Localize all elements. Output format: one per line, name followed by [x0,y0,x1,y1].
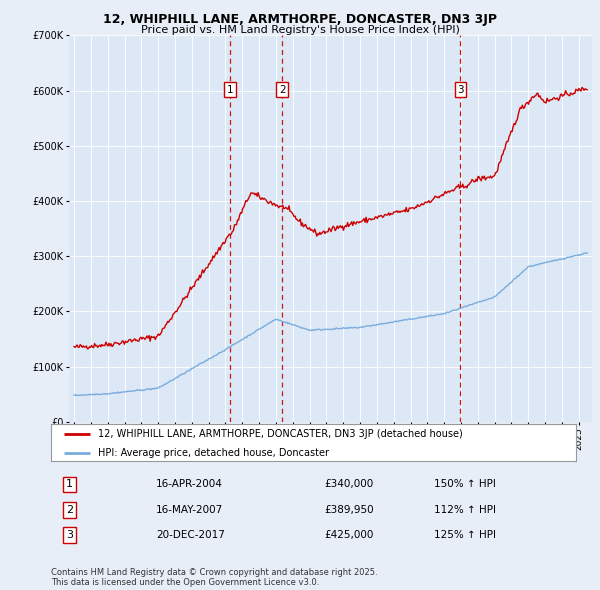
Text: Contains HM Land Registry data © Crown copyright and database right 2025.
This d: Contains HM Land Registry data © Crown c… [51,568,377,587]
Text: 16-MAY-2007: 16-MAY-2007 [156,505,223,514]
Text: £340,000: £340,000 [324,480,373,489]
Text: £425,000: £425,000 [324,530,373,540]
Text: 12, WHIPHILL LANE, ARMTHORPE, DONCASTER, DN3 3JP: 12, WHIPHILL LANE, ARMTHORPE, DONCASTER,… [103,13,497,26]
Text: 20-DEC-2017: 20-DEC-2017 [156,530,225,540]
Text: 112% ↑ HPI: 112% ↑ HPI [434,505,496,514]
Text: 12, WHIPHILL LANE, ARMTHORPE, DONCASTER, DN3 3JP (detached house): 12, WHIPHILL LANE, ARMTHORPE, DONCASTER,… [98,430,463,439]
Text: 2: 2 [279,84,286,94]
Text: 3: 3 [457,84,464,94]
Text: 3: 3 [66,530,73,540]
Text: 150% ↑ HPI: 150% ↑ HPI [434,480,496,489]
Text: 16-APR-2004: 16-APR-2004 [156,480,223,489]
Text: Price paid vs. HM Land Registry's House Price Index (HPI): Price paid vs. HM Land Registry's House … [140,25,460,35]
Text: £389,950: £389,950 [324,505,374,514]
Text: 125% ↑ HPI: 125% ↑ HPI [434,530,496,540]
Text: 1: 1 [227,84,233,94]
Text: HPI: Average price, detached house, Doncaster: HPI: Average price, detached house, Donc… [98,448,329,458]
Text: 1: 1 [66,480,73,489]
Text: 2: 2 [66,505,73,514]
